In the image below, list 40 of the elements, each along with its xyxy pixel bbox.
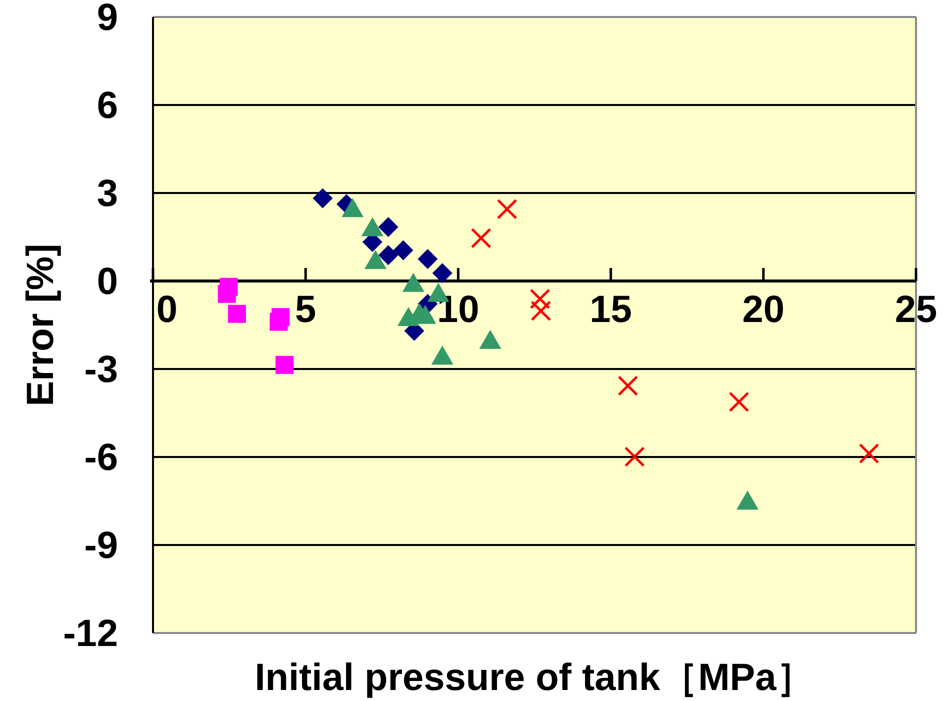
point xyxy=(378,217,398,238)
point xyxy=(858,443,880,464)
point xyxy=(418,249,438,269)
point xyxy=(530,300,552,322)
point xyxy=(402,272,424,292)
y-tick-label: -3 xyxy=(84,349,118,391)
x-tick-label: 25 xyxy=(894,289,938,331)
point xyxy=(496,198,518,220)
point xyxy=(361,217,384,236)
y-tick-label: 0 xyxy=(96,261,118,303)
point xyxy=(312,188,333,208)
point xyxy=(393,240,414,260)
point xyxy=(624,446,645,467)
point xyxy=(364,250,386,270)
point xyxy=(228,304,246,323)
point xyxy=(342,198,364,218)
y-tick-label: -6 xyxy=(84,437,118,479)
x-tick-label: 5 xyxy=(295,289,316,331)
point xyxy=(618,375,638,396)
point xyxy=(270,312,288,331)
x-tick-label: 15 xyxy=(590,289,632,331)
y-tick-label: -12 xyxy=(63,613,118,655)
x-axis-title: Initial pressure of tank［MPa］ xyxy=(254,657,814,699)
point xyxy=(470,228,492,248)
point xyxy=(479,330,502,349)
point xyxy=(728,392,750,412)
point xyxy=(530,288,550,310)
y-tick-label: 3 xyxy=(96,173,118,215)
point xyxy=(378,245,398,266)
y-tick-label: -9 xyxy=(84,525,118,567)
point xyxy=(432,263,452,284)
y-tick-label: 6 xyxy=(96,85,118,127)
point xyxy=(276,356,294,374)
y-axis-title: Error [%] xyxy=(20,244,62,406)
point xyxy=(736,490,759,510)
point xyxy=(218,284,236,303)
x-tick-label: 20 xyxy=(742,289,785,331)
point xyxy=(431,346,454,365)
y-tick-label: 9 xyxy=(96,0,118,39)
x-tick-label: 0 xyxy=(156,289,178,331)
